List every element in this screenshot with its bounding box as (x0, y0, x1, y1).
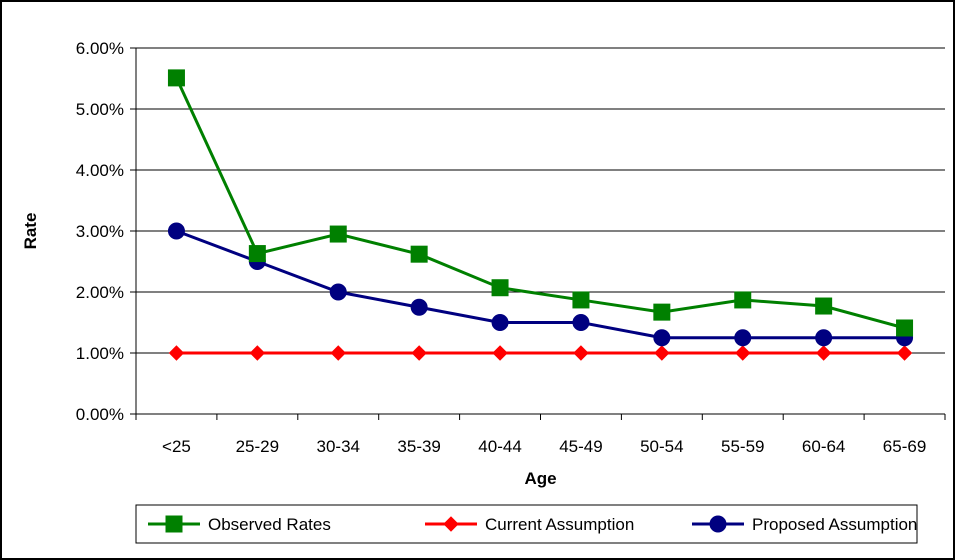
y-tick-label: 6.00% (76, 39, 124, 58)
y-tick-label: 2.00% (76, 283, 124, 302)
current-assumption-point (896, 345, 913, 361)
x-tick-label: 35-39 (397, 437, 440, 456)
proposed-assumption-point (167, 222, 185, 240)
y-axis-title: Rate (21, 213, 40, 250)
proposed-assumption-line (175, 229, 905, 340)
legend-label: Current Assumption (485, 515, 634, 534)
observed-rates-point (491, 279, 509, 297)
y-tick-label: 4.00% (76, 161, 124, 180)
current-assumption-point (411, 345, 427, 361)
current-assumption-point (735, 345, 751, 361)
observed-rates-point (248, 245, 266, 263)
x-tick-label: 45-49 (559, 437, 602, 456)
legend-item-proposed-assumption: Proposed Assumption (692, 515, 917, 534)
proposed-assumption-point (572, 314, 590, 331)
legend-marker (443, 516, 459, 532)
legend: Observed Rates Current Assumption Proposed… (135, 504, 918, 544)
observed-rates-point (734, 291, 752, 309)
legend-marker (165, 515, 183, 533)
observed-rates-point (815, 297, 833, 315)
legend-label: Proposed Assumption (752, 515, 917, 534)
current-assumption-point (168, 345, 185, 361)
x-tick-label: 25-29 (236, 437, 279, 456)
proposed-assumption-point (491, 314, 509, 331)
proposed-assumption-point (653, 329, 671, 347)
x-axis-title: Age (524, 469, 556, 488)
x-tick-label: 30-34 (317, 437, 360, 456)
x-tick-label: 40-44 (478, 437, 521, 456)
current-assumption-point (654, 345, 670, 361)
x-tick-label: <25 (162, 437, 191, 456)
observed-rates-line (175, 77, 905, 330)
observed-rates-point (572, 291, 590, 309)
current-assumption-point (249, 345, 266, 361)
proposed-assumption-point (329, 283, 347, 301)
current-assumption-point (492, 345, 508, 361)
legend-marker (709, 515, 727, 533)
series-observed-rates (167, 69, 914, 337)
axis-layer: 0.00% 1.00% 2.00% 3.00% 4.00% 5.00% 6.00% <25 25… (76, 39, 946, 456)
legend-box (135, 504, 918, 544)
proposed-assumption-point (734, 329, 752, 347)
current-assumption-point (815, 345, 832, 361)
observed-rates-point (410, 245, 428, 263)
x-tick-label: 65-69 (883, 437, 926, 456)
observed-rates-point (653, 303, 671, 321)
legend-item-observed-rates: Observed Rates (148, 515, 331, 534)
x-tick-label: 50-54 (640, 437, 683, 456)
proposed-assumption-point (815, 329, 833, 347)
y-tick-label: 1.00% (76, 344, 124, 363)
x-tick-label: 55-59 (721, 437, 764, 456)
observed-rates-point (896, 319, 914, 337)
legend-label: Observed Rates (208, 515, 331, 534)
legend-item-current-assumption: Current Assumption (425, 515, 634, 534)
current-assumption-point (330, 345, 346, 361)
series-proposed-assumption (167, 222, 914, 347)
current-assumption-point (573, 345, 589, 361)
y-tick-label: 0.00% (76, 405, 124, 424)
observed-rates-point (167, 69, 185, 87)
x-tick-label: 60-64 (802, 437, 845, 456)
proposed-assumption-point (410, 298, 428, 316)
y-tick-label: 3.00% (76, 222, 124, 241)
series-current-assumption (168, 345, 913, 361)
series-layer (167, 69, 914, 361)
y-tick-label: 5.00% (76, 100, 124, 119)
observed-rates-point (329, 225, 347, 243)
